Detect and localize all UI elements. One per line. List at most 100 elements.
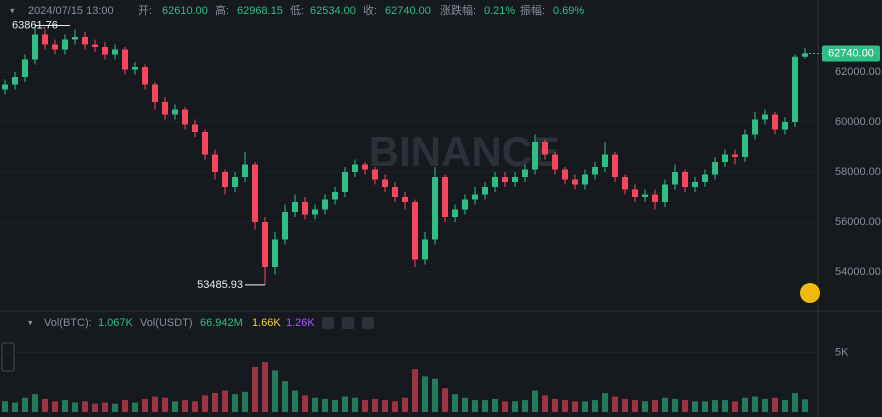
volume-bar — [242, 391, 248, 412]
volume-bar — [112, 403, 118, 412]
caret: ▾ — [28, 317, 33, 327]
volume-bar — [122, 400, 128, 412]
volume-bar — [102, 402, 108, 412]
volume-bar — [142, 398, 148, 412]
floating-button[interactable] — [800, 283, 820, 303]
candle-body — [32, 34, 38, 60]
volume-bar — [782, 400, 788, 412]
icon-button[interactable] — [362, 317, 374, 329]
candle-body — [622, 177, 628, 190]
candle-body — [442, 177, 448, 217]
volume-bar — [252, 366, 258, 412]
candle-body — [492, 177, 498, 187]
volume-bar — [162, 397, 168, 412]
caret: ▾ — [10, 5, 15, 15]
volume-bar — [302, 395, 308, 412]
volume-bar — [592, 400, 598, 412]
candle-body — [682, 172, 688, 187]
candle-body — [232, 177, 238, 187]
candle-body — [52, 44, 58, 50]
label: 开: — [138, 5, 152, 17]
volume-bar — [562, 400, 568, 412]
low-label: 53485.93 — [197, 279, 243, 291]
candle-body — [12, 77, 18, 85]
candle-body — [82, 37, 88, 45]
label: Vol(USDT) — [140, 317, 193, 329]
volume-bar — [732, 401, 738, 412]
candle-body — [302, 202, 308, 215]
candle-body — [142, 67, 148, 85]
volume-bar — [722, 400, 728, 412]
expand-button[interactable] — [1, 342, 15, 372]
volume-bar — [22, 397, 28, 412]
candle-body — [222, 172, 228, 187]
candle-body — [792, 56, 798, 122]
volume-bar — [712, 400, 718, 412]
candle-body — [2, 84, 8, 90]
candle-body — [712, 162, 718, 175]
candle-body — [502, 177, 508, 182]
candle-body — [752, 119, 758, 135]
volume-bar — [682, 400, 688, 412]
icon-button[interactable] — [342, 317, 354, 329]
candle-body — [582, 174, 588, 185]
candle-body — [192, 124, 198, 132]
volume-bar — [642, 401, 648, 412]
candle-body — [372, 169, 378, 180]
candle-body — [122, 49, 128, 70]
volume-bar — [212, 392, 218, 412]
volume-bar — [182, 400, 188, 412]
candle-body — [202, 132, 208, 155]
volume-bar — [772, 397, 778, 412]
value: 62968.15 — [237, 5, 283, 17]
value: 66.942M — [200, 317, 243, 329]
volume-bar — [52, 401, 58, 412]
candle-body — [672, 172, 678, 185]
label: 高: — [215, 3, 229, 17]
candle-body — [522, 169, 528, 177]
candle-body — [692, 182, 698, 187]
candle-body — [462, 199, 468, 210]
volume-bar — [132, 402, 138, 412]
value: 62534.00 — [310, 5, 356, 17]
candle-body — [542, 142, 548, 155]
volume-bar — [582, 401, 588, 412]
candle-body — [802, 53, 808, 57]
y-tick-label: 62000.00 — [835, 66, 881, 78]
volume-bar — [82, 401, 88, 412]
volume-bar — [442, 388, 448, 412]
candle-body — [762, 114, 768, 120]
candle-body — [262, 222, 268, 267]
candle-body — [322, 199, 328, 210]
volume-bar — [92, 403, 98, 412]
volume-bar — [272, 370, 278, 412]
candle-body — [182, 109, 188, 125]
candle-body — [72, 37, 78, 40]
candle-body — [342, 172, 348, 192]
candle-body — [272, 239, 278, 267]
volume-bar — [362, 400, 368, 412]
volume-bar — [282, 381, 288, 412]
volume-bar — [552, 398, 558, 412]
candle-body — [782, 122, 788, 130]
volume-bar — [312, 397, 318, 412]
volume-bar — [412, 369, 418, 412]
candle-body — [612, 154, 618, 177]
last-price-box — [822, 45, 880, 62]
candle-body — [472, 194, 478, 200]
candle-body — [332, 192, 338, 200]
value: 0.21% — [484, 5, 515, 17]
candle-body — [742, 134, 748, 157]
candle-body — [282, 212, 288, 240]
candle-body — [642, 194, 648, 197]
y-tick-label: 56000.00 — [835, 216, 881, 228]
label: Vol(BTC): — [44, 317, 92, 329]
candle-body — [412, 202, 418, 260]
volume-bar — [382, 400, 388, 412]
time: 2024/07/15 13:00 — [28, 5, 114, 17]
candle-body — [422, 239, 428, 260]
icon-button[interactable] — [322, 317, 334, 329]
volume-bar — [332, 400, 338, 412]
volume-bar — [372, 398, 378, 412]
